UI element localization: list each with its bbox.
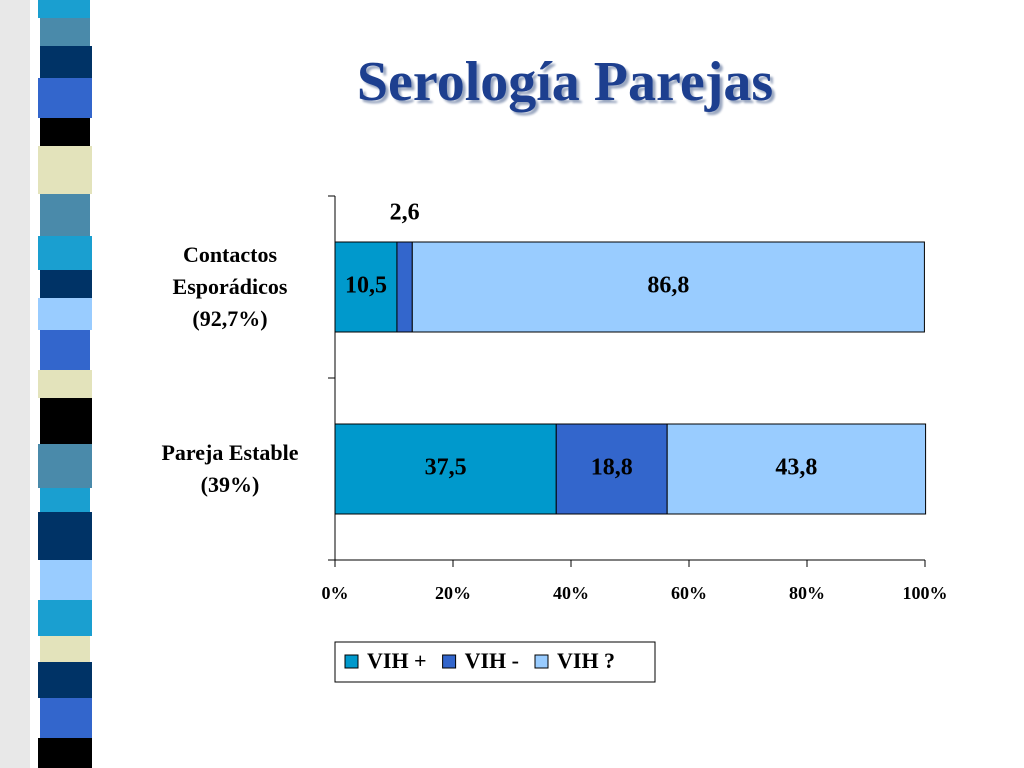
x-tick-label: 80% xyxy=(789,583,825,603)
bar-segment xyxy=(334,241,398,333)
x-tick-label: 20% xyxy=(435,583,471,603)
legend-swatch xyxy=(344,654,359,669)
legend-swatch xyxy=(534,654,549,669)
x-tick-label: 40% xyxy=(553,583,589,603)
x-tick-label: 0% xyxy=(322,583,349,603)
value-label: 86,8 xyxy=(647,273,689,299)
value-label: 10,5 xyxy=(345,273,387,299)
bar-segment xyxy=(555,423,668,515)
bar-segment xyxy=(334,423,557,515)
y-tick-label: Contactos Esporádicos (92,7%) xyxy=(172,242,288,331)
value-label: 2,6 xyxy=(390,200,420,226)
y-tick-label: Pareja Estable (39%) xyxy=(161,440,299,497)
legend-label: VIH - xyxy=(465,648,519,673)
value-label: 18,8 xyxy=(591,455,633,481)
bar-segment xyxy=(396,241,413,333)
legend-label: VIH ? xyxy=(557,648,615,673)
legend xyxy=(334,641,656,683)
chart-title: Serología Parejas xyxy=(356,51,774,113)
decor-stripe xyxy=(0,0,92,768)
x-tick-label: 100% xyxy=(903,583,948,603)
bar-segment xyxy=(411,241,925,333)
value-label: 43,8 xyxy=(775,455,817,481)
bar-segment xyxy=(666,423,927,515)
value-label: 37,5 xyxy=(425,455,467,481)
legend-label: VIH + xyxy=(367,648,427,673)
legend-swatch xyxy=(442,654,457,669)
x-tick-label: 60% xyxy=(671,583,707,603)
